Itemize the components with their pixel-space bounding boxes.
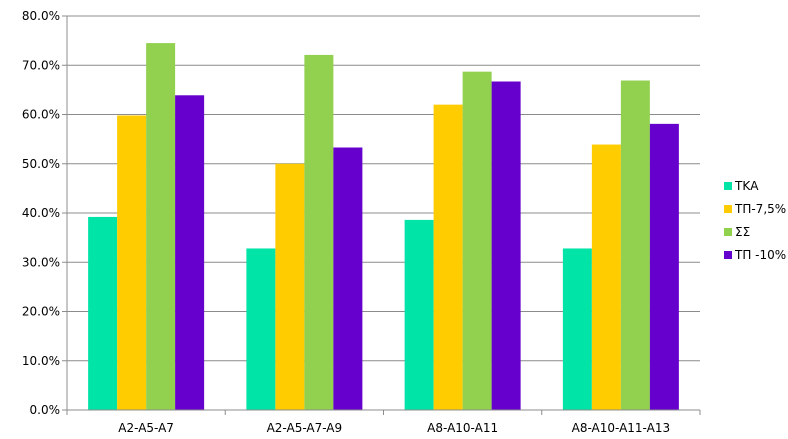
legend-label: ΤΠ-7,5% <box>734 202 786 216</box>
y-tick-label: 50.0% <box>22 157 60 171</box>
x-tick-label: A8-A10-A11-A13 <box>572 421 670 435</box>
y-tick-label: 80.0% <box>22 9 60 23</box>
bar <box>175 95 205 410</box>
bar <box>649 123 679 411</box>
legend: ΤΚΑ ΤΠ-7,5% ΣΣ ΤΠ -10% <box>724 179 786 262</box>
bar <box>404 219 434 410</box>
y-tick-label: 30.0% <box>22 255 60 269</box>
y-tick-label: 10.0% <box>22 354 60 368</box>
legend-label: ΤΠ -10% <box>734 248 786 262</box>
bar <box>333 147 363 410</box>
bar <box>146 43 176 411</box>
bars <box>88 43 679 411</box>
legend-swatch <box>724 228 732 236</box>
legend-swatch <box>724 205 732 213</box>
bar <box>491 81 521 410</box>
y-tick-label: 70.0% <box>22 58 60 72</box>
legend-label: ΤΚΑ <box>734 179 759 193</box>
x-tick-label: A2-A5-A7 <box>118 421 174 435</box>
bar <box>562 248 592 410</box>
y-tick-label: 20.0% <box>22 305 60 319</box>
bar <box>304 54 334 410</box>
bar <box>117 115 147 411</box>
y-tick-label: 0.0% <box>30 403 61 417</box>
y-tick-label: 60.0% <box>22 108 60 122</box>
y-axis-ticks: 0.0% 10.0% 20.0% 30.0% 40.0% 50.0% 60.0% 70.0% 8… <box>22 9 67 417</box>
legend-swatch <box>724 251 732 259</box>
legend-swatch <box>724 182 732 190</box>
bar <box>433 104 463 411</box>
x-axis-ticks: A2-A5-A7 A2-A5-A7-A9 A8-A10-A11 A8-A10-A11-… <box>66 410 701 435</box>
bar <box>275 163 305 410</box>
x-tick-label: A8-A10-A11 <box>427 421 498 435</box>
bar <box>591 144 621 411</box>
bar <box>462 71 492 410</box>
bar <box>88 216 118 410</box>
x-tick-label: A2-A5-A7-A9 <box>267 421 343 435</box>
y-tick-label: 40.0% <box>22 206 60 220</box>
legend-label: ΣΣ <box>735 225 750 239</box>
bar <box>620 80 650 410</box>
bar <box>246 248 276 410</box>
